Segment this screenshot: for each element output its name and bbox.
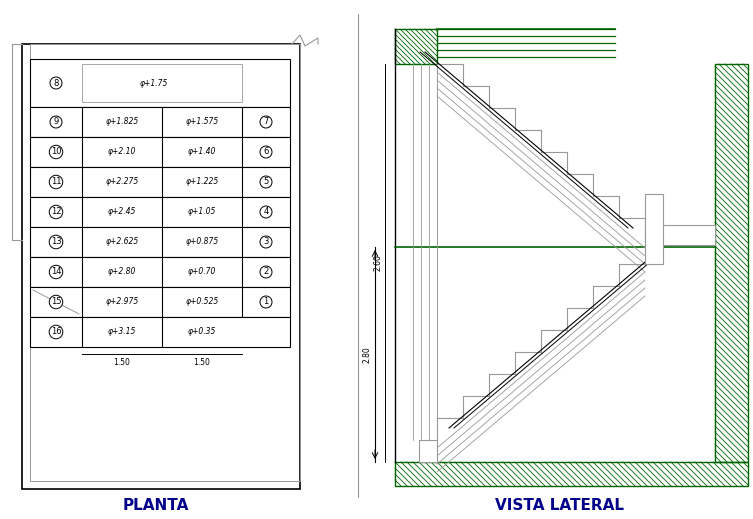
Bar: [30, 257, 290, 287]
Text: φ+2.625: φ+2.625: [105, 238, 139, 247]
Bar: [715, 64, 748, 462]
Text: 2.60: 2.60: [374, 254, 383, 271]
Text: 16: 16: [50, 327, 61, 336]
Text: 4: 4: [264, 208, 269, 216]
Text: φ+1.05: φ+1.05: [187, 208, 216, 216]
Text: 9: 9: [53, 117, 59, 127]
Bar: [395, 462, 748, 486]
Text: 7: 7: [264, 117, 269, 127]
Text: 1.50: 1.50: [114, 358, 130, 367]
Bar: [30, 287, 290, 317]
Text: 5: 5: [264, 177, 269, 186]
Text: 6: 6: [264, 147, 269, 157]
Text: φ+1.75: φ+1.75: [140, 78, 168, 88]
Bar: [22, 44, 300, 489]
Text: φ+2.275: φ+2.275: [105, 177, 139, 186]
Text: 3: 3: [264, 238, 269, 247]
Text: 12: 12: [50, 208, 61, 216]
Bar: [30, 137, 290, 167]
Bar: [645, 225, 715, 245]
Text: φ+2.45: φ+2.45: [108, 208, 136, 216]
Text: φ+1.40: φ+1.40: [187, 147, 216, 157]
Bar: [30, 59, 290, 107]
Text: φ+2.10: φ+2.10: [108, 147, 136, 157]
Bar: [30, 107, 290, 137]
Text: φ+1.825: φ+1.825: [105, 117, 139, 127]
Text: 8: 8: [53, 78, 59, 88]
Text: φ+1.225: φ+1.225: [185, 177, 218, 186]
Bar: [419, 440, 437, 462]
Text: 1.50: 1.50: [194, 358, 210, 367]
Text: 10: 10: [50, 147, 61, 157]
Text: φ+3.15: φ+3.15: [108, 327, 136, 336]
Bar: [30, 227, 290, 257]
Bar: [30, 197, 290, 227]
Text: 2: 2: [264, 267, 269, 277]
Text: φ+2.975: φ+2.975: [105, 297, 139, 307]
Text: 2.80: 2.80: [363, 346, 372, 363]
Bar: [82, 64, 242, 102]
Text: φ+0.35: φ+0.35: [187, 327, 216, 336]
Bar: [645, 194, 663, 264]
Text: φ+2.80: φ+2.80: [108, 267, 136, 277]
Bar: [395, 29, 437, 64]
Bar: [30, 44, 300, 481]
Text: 14: 14: [50, 267, 61, 277]
Text: 15: 15: [50, 297, 61, 307]
Text: PLANTA: PLANTA: [123, 499, 189, 513]
Text: 13: 13: [50, 238, 61, 247]
Bar: [30, 317, 290, 347]
Text: 11: 11: [50, 177, 61, 186]
Text: φ+1.575: φ+1.575: [185, 117, 218, 127]
Text: φ+0.875: φ+0.875: [185, 238, 218, 247]
Text: φ+0.525: φ+0.525: [185, 297, 218, 307]
Text: 1: 1: [264, 297, 269, 307]
Text: VISTA LATERAL: VISTA LATERAL: [495, 499, 624, 513]
Bar: [30, 167, 290, 197]
Text: φ+0.70: φ+0.70: [187, 267, 216, 277]
